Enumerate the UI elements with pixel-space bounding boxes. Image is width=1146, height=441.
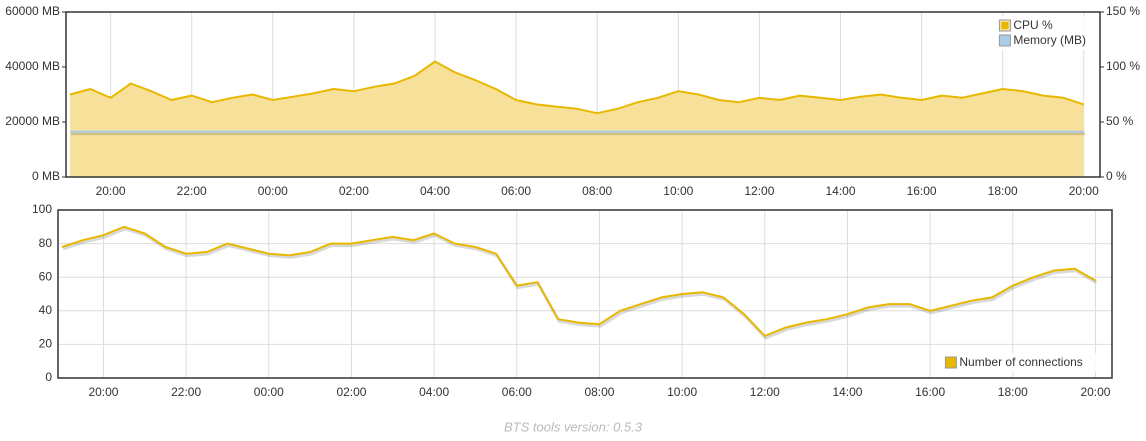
x-tick-label: 00:00: [258, 184, 288, 198]
x-tick-label: 16:00: [907, 184, 937, 198]
x-tick-label: 04:00: [420, 184, 450, 198]
x-tick-label: 18:00: [988, 184, 1018, 198]
x-tick-label: 20:00: [88, 385, 118, 399]
x-tick-label: 08:00: [584, 385, 614, 399]
legend-label: CPU %: [1013, 18, 1053, 32]
x-tick-label: 12:00: [750, 385, 780, 399]
legend-swatch-inner: [1001, 22, 1009, 29]
y-tick-label: 0: [45, 370, 52, 384]
x-tick-label: 06:00: [501, 184, 531, 198]
x-tick-label: 02:00: [336, 385, 366, 399]
y2-tick-label: 150 %: [1106, 4, 1140, 18]
y-tick-label: 80: [39, 236, 53, 250]
x-tick-label: 22:00: [177, 184, 207, 198]
y2-tick-label: 100 %: [1106, 59, 1140, 73]
x-tick-label: 08:00: [582, 184, 612, 198]
line: [69, 60, 1085, 115]
x-tick-label: 10:00: [667, 385, 697, 399]
x-tick-label: 02:00: [339, 184, 369, 198]
x-tick-label: 20:00: [1069, 184, 1099, 198]
x-tick-label: 20:00: [96, 184, 126, 198]
x-tick-label: 22:00: [171, 385, 201, 399]
x-tick-label: 10:00: [663, 184, 693, 198]
plot-frame: [65, 11, 1101, 178]
x-tick-label: 12:00: [744, 184, 774, 198]
x-tick-label: 20:00: [1080, 385, 1110, 399]
x-tick-label: 14:00: [825, 184, 855, 198]
legend-swatch-inner: [1001, 37, 1009, 44]
legend-swatch-inner: [947, 359, 955, 366]
line: [61, 225, 1096, 337]
legend-background: [997, 16, 1094, 50]
y-tick-label: 20000 MB: [5, 114, 60, 128]
x-tick-label: 18:00: [998, 385, 1028, 399]
y-tick-label: 60000 MB: [5, 4, 60, 18]
x-tick-label: 04:00: [419, 385, 449, 399]
area: [70, 61, 1084, 177]
plot-background: [58, 210, 1112, 378]
x-tick-label: 00:00: [254, 385, 284, 399]
legend-background: [943, 353, 1106, 372]
y2-tick-label: 0 %: [1106, 169, 1127, 183]
footer: BTS tools version: 0.5.3: [504, 419, 643, 434]
y-tick-label: 60: [39, 269, 53, 283]
y2-tick-label: 50 %: [1106, 114, 1134, 128]
y-tick-label: 40000 MB: [5, 59, 60, 73]
x-tick-label: 06:00: [502, 385, 532, 399]
legend-label: Memory (MB): [1013, 33, 1086, 47]
y-tick-label: 100: [32, 202, 52, 216]
y-tick-label: 0 MB: [32, 169, 60, 183]
legend-label: Number of connections: [959, 355, 1082, 369]
line-shadow: [62, 227, 1098, 340]
y-tick-label: 40: [39, 303, 53, 317]
x-tick-label: 16:00: [915, 385, 945, 399]
y-tick-label: 20: [39, 337, 53, 351]
x-tick-label: 14:00: [832, 385, 862, 399]
plot-frame: [57, 209, 1113, 379]
